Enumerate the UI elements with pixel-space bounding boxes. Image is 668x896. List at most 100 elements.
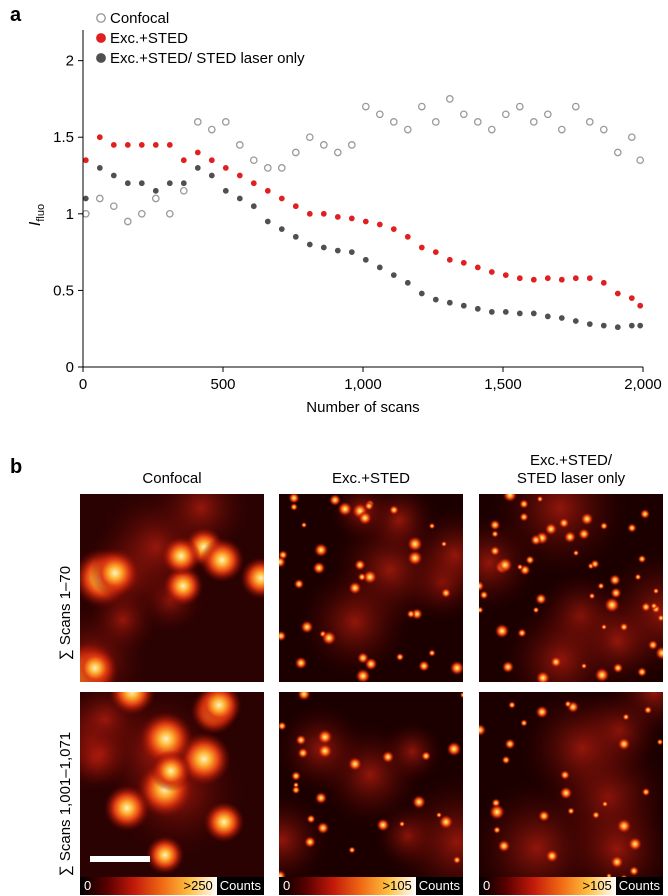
colorbar-confocal: 0 >250 Counts — [80, 877, 264, 895]
data-point — [628, 322, 636, 330]
data-point — [221, 118, 230, 126]
colorbar-ratio: 0 >105 Counts — [479, 877, 663, 895]
data-point — [473, 118, 482, 126]
data-point — [110, 141, 118, 149]
data-point — [417, 102, 426, 111]
data-point — [333, 148, 342, 157]
data-point — [249, 156, 258, 165]
data-point — [614, 323, 622, 331]
data-point — [292, 233, 300, 241]
data-point — [264, 187, 272, 195]
data-point — [236, 172, 244, 180]
data-point — [151, 194, 160, 203]
legend-label: Exc.+STED/ STED laser only — [110, 50, 305, 67]
colorbar-max: >105 — [382, 878, 412, 893]
colorbar-min: 0 — [283, 878, 291, 893]
data-point — [558, 276, 566, 284]
y-tick-label: 0 — [66, 359, 74, 376]
data-point — [432, 248, 440, 256]
data-point — [320, 210, 328, 218]
data-point — [418, 289, 426, 297]
data-point — [165, 209, 174, 218]
data-point — [180, 156, 188, 164]
data-point — [403, 125, 412, 134]
data-point — [123, 217, 132, 226]
data-point — [375, 110, 384, 119]
data-point — [501, 110, 510, 119]
colorbar-gradient: 0 >105 — [279, 877, 416, 895]
x-tick-label: 2,000 — [624, 376, 662, 393]
data-point — [236, 195, 244, 203]
series-0 — [81, 95, 645, 226]
data-point — [222, 164, 230, 172]
data-point — [152, 141, 160, 149]
image-ratio-scans-1-70 — [479, 494, 663, 682]
data-point — [291, 148, 300, 157]
data-point — [362, 256, 370, 264]
column-header-exc-sted: Exc.+STED — [332, 470, 410, 487]
data-point — [194, 149, 202, 157]
colorbar-gradient: 0 >250 — [80, 877, 217, 895]
data-point — [502, 271, 510, 279]
data-point — [306, 210, 314, 218]
series-2 — [82, 164, 644, 331]
column-header-exc-sted-ratio: Exc.+STED/ STED laser only — [516, 452, 626, 487]
data-point — [334, 213, 342, 221]
data-point — [82, 195, 90, 203]
data-point — [166, 179, 174, 187]
data-point — [361, 102, 370, 111]
data-point — [306, 241, 314, 249]
x-tick-label: 1,000 — [344, 376, 382, 393]
colorbar-unit: Counts — [216, 877, 264, 895]
data-point — [390, 225, 398, 233]
data-point — [110, 172, 118, 180]
data-point — [432, 296, 440, 304]
data-point — [376, 263, 384, 271]
data-point — [305, 133, 314, 142]
data-point — [208, 172, 216, 180]
data-point — [585, 118, 594, 126]
row-header-scans-1001-1071: ∑ Scans 1,001–1,071 — [57, 731, 74, 876]
data-point — [124, 179, 132, 187]
data-point — [263, 164, 272, 172]
data-point — [636, 156, 645, 165]
data-point — [404, 279, 412, 287]
image-ratio-scans-1001-1071 — [479, 692, 663, 880]
data-point — [446, 299, 454, 307]
data-point — [558, 314, 566, 322]
y-tick-label: 2 — [66, 53, 74, 70]
data-point — [627, 133, 636, 142]
legend-label: Exc.+STED — [110, 30, 188, 47]
data-point — [600, 279, 608, 287]
data-point — [250, 202, 258, 210]
data-point — [544, 274, 552, 282]
data-point — [636, 322, 644, 330]
data-point — [431, 118, 440, 126]
data-point — [193, 118, 202, 126]
data-point — [445, 95, 454, 103]
data-point — [636, 302, 644, 310]
image-confocal-scans-1001-1071 — [80, 692, 264, 880]
image-exc-sted-scans-1-70 — [279, 494, 463, 682]
data-point — [529, 118, 538, 126]
legend-marker — [96, 33, 106, 43]
data-point — [404, 233, 412, 241]
data-point — [208, 156, 216, 164]
data-point — [179, 186, 188, 195]
data-point — [600, 322, 608, 330]
data-point — [82, 156, 90, 164]
colorbar-max: >105 — [582, 878, 612, 893]
data-point — [96, 164, 104, 172]
scale-bar — [90, 856, 150, 862]
data-point — [572, 274, 580, 282]
colorbar-max: >250 — [183, 878, 213, 893]
data-point — [446, 256, 454, 264]
data-point — [278, 195, 286, 203]
data-point — [502, 308, 510, 316]
colorbar-unit: Counts — [415, 877, 463, 895]
x-tick-label: 0 — [79, 376, 87, 393]
fluorescence-scatter-chart: 0 500 1,000 1,500 2,000 0 0.5 1 1.5 2 Number of … — [27, 10, 662, 416]
colorbar-gradient: 0 >105 — [479, 877, 616, 895]
data-point — [277, 164, 286, 172]
y-tick-label: 1.5 — [53, 129, 74, 146]
